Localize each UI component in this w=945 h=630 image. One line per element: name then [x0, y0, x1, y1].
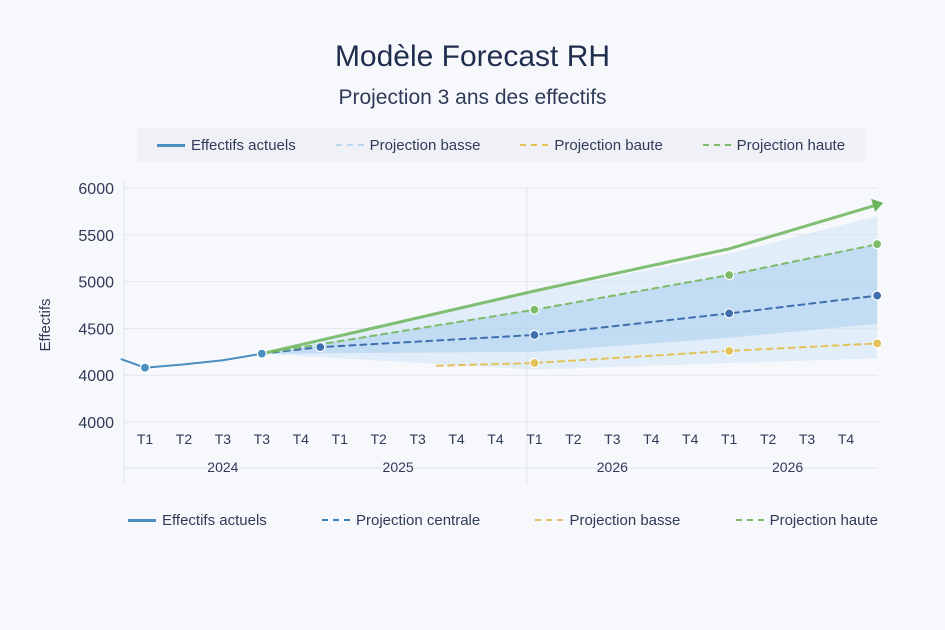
data-point	[529, 304, 540, 315]
year-label: 2025	[383, 459, 414, 475]
x-tick-label: T2	[370, 431, 387, 447]
legend-label: Projection haute	[736, 136, 846, 154]
series-line	[260, 294, 879, 355]
legend-bottom-item-centrale: Projection centrale	[322, 512, 480, 529]
legend-label: Effectifs actuels	[190, 136, 296, 154]
series-line	[260, 243, 879, 355]
year-label: 2026	[772, 459, 803, 475]
legend-swatch	[535, 519, 564, 521]
legend-swatch	[128, 518, 156, 522]
legend-label: Projection haute	[769, 511, 878, 529]
legend-label: Projection basse	[569, 511, 681, 529]
data-point	[724, 345, 735, 356]
data-point	[529, 329, 540, 341]
x-tick-label: T1	[137, 431, 154, 447]
legend-bottom-item-haute: Projection haute	[735, 511, 878, 529]
year-label: 2026	[597, 459, 628, 475]
x-tick-label: T3	[215, 431, 232, 447]
data-point	[872, 290, 883, 301]
confidence-band	[261, 244, 878, 354]
y-tick-label: 4000	[78, 415, 114, 432]
data-point	[139, 362, 151, 373]
legend-top-item-actuels: Effectifs actuels	[156, 136, 296, 154]
data-point	[529, 357, 540, 369]
data-point	[315, 342, 326, 353]
legend-bottom: Effectifs actuels Projection centrale Pr…	[128, 506, 878, 534]
data-point	[872, 338, 883, 349]
y-axis-label: Effectifs	[37, 298, 54, 351]
x-tick-label: T1	[721, 431, 738, 447]
legend-swatch	[520, 144, 549, 146]
legend-label: Projection centrale	[356, 511, 481, 529]
x-tick-label: T4	[293, 431, 310, 447]
x-tick-label: T3	[409, 431, 426, 447]
x-tick-label: T4	[682, 431, 699, 447]
y-tick-label: 6000	[78, 181, 114, 198]
legend-swatch	[735, 519, 764, 521]
legend-top: Effectifs actuels Projection basse Proje…	[137, 128, 865, 162]
x-tick-label: T2	[565, 431, 582, 447]
y-tick-label: 4500	[78, 321, 114, 338]
x-tick-label: T1	[332, 431, 349, 447]
x-tick-label: T3	[604, 431, 621, 447]
data-point	[724, 269, 735, 281]
x-tick-label: T4	[838, 431, 855, 447]
data-point	[256, 348, 267, 359]
y-tick-label: 5500	[78, 228, 114, 245]
data-point	[724, 308, 735, 319]
year-label: 2024	[207, 459, 238, 475]
series-line	[436, 342, 879, 367]
x-tick-label: T4	[643, 431, 660, 447]
legend-swatch	[322, 519, 350, 521]
legend-top-item-baute: Projection baute	[520, 136, 663, 154]
series-line	[120, 352, 263, 369]
legend-swatch	[335, 144, 364, 146]
x-tick-label: T4	[487, 431, 504, 447]
chart-title: Modèle Forecast RH	[334, 40, 611, 73]
legend-top-item-haute: Projection haute	[702, 136, 846, 154]
x-tick-label: T1	[526, 431, 543, 447]
x-tick-label: T2	[176, 431, 193, 447]
x-tick-label: T4	[448, 431, 465, 447]
legend-label: Projection basse	[369, 136, 481, 154]
legend-swatch	[702, 144, 731, 146]
legend-top-item-basse: Projection basse	[335, 136, 481, 154]
legend-bottom-item-actuels: Effectifs actuels	[128, 512, 267, 529]
series-line	[260, 203, 879, 356]
x-tick-label: T2	[760, 431, 777, 447]
legend-swatch	[156, 143, 185, 147]
chart-subtitle: Projection 3 ans des effectifs	[338, 86, 607, 109]
x-tick-label: T3	[799, 431, 816, 447]
trend-arrow	[871, 198, 884, 212]
data-point	[872, 239, 883, 250]
legend-bottom-item-basse: Projection basse	[535, 512, 680, 529]
legend-label: Effectifs actuels	[162, 511, 267, 529]
legend-label: Projection baute	[554, 136, 663, 154]
y-tick-label: 4000	[78, 368, 114, 385]
x-tick-label: T3	[254, 431, 271, 447]
y-tick-label: 5000	[78, 275, 114, 292]
